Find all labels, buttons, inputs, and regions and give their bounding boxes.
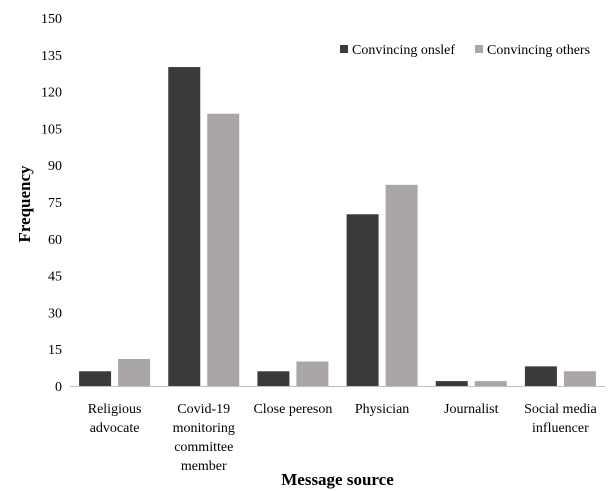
y-tick-label: 90 (48, 159, 62, 174)
bar-onself (524, 366, 557, 386)
y-axis-title: Frequency (15, 165, 34, 243)
x-tick-label: Religious advocate (88, 402, 142, 436)
bar-onself (257, 371, 290, 386)
bar-others (563, 371, 596, 386)
y-tick-label: 120 (41, 86, 62, 101)
bar-onself (168, 67, 201, 387)
y-tick-label: 45 (48, 270, 62, 285)
y-tick-label: 150 (41, 12, 62, 27)
y-tick-label: 30 (48, 306, 62, 321)
x-tick-label: Social media influencer (524, 402, 597, 436)
bar-onself (435, 381, 468, 386)
x-tick-label: Covid-19 monitoring committee member (173, 402, 235, 474)
legend-label: Convincing others (487, 43, 590, 58)
x-tick-label: Close pereson (253, 402, 332, 417)
y-tick-label: 15 (48, 343, 62, 358)
legend: Convincing onslef Convincing others (340, 43, 590, 58)
bar-others (118, 359, 151, 386)
bar-onself (79, 371, 112, 386)
legend-label: Convincing onslef (352, 43, 455, 58)
bars (79, 67, 596, 387)
bar-others (207, 113, 240, 387)
y-tick-label: 0 (55, 380, 62, 395)
x-axis-tick-labels: Religious advocate Covid-19 monitoring commi… (88, 402, 598, 474)
y-axis-ticks: 0 15 30 45 60 75 90 105 120 135 150 (41, 12, 62, 395)
bar-others (385, 184, 418, 386)
x-tick-label: Journalist (444, 402, 499, 417)
x-tick-label: Physician (355, 402, 409, 417)
legend-swatch (340, 45, 348, 53)
bar-others (474, 381, 507, 386)
y-tick-label: 105 (41, 122, 62, 137)
legend-swatch (475, 45, 483, 53)
x-axis-title: Message source (281, 470, 394, 489)
bar-others (296, 361, 329, 386)
y-tick-label: 75 (48, 196, 62, 211)
y-tick-label: 60 (48, 233, 62, 248)
y-tick-label: 135 (41, 49, 62, 64)
bar-onself (346, 214, 379, 386)
